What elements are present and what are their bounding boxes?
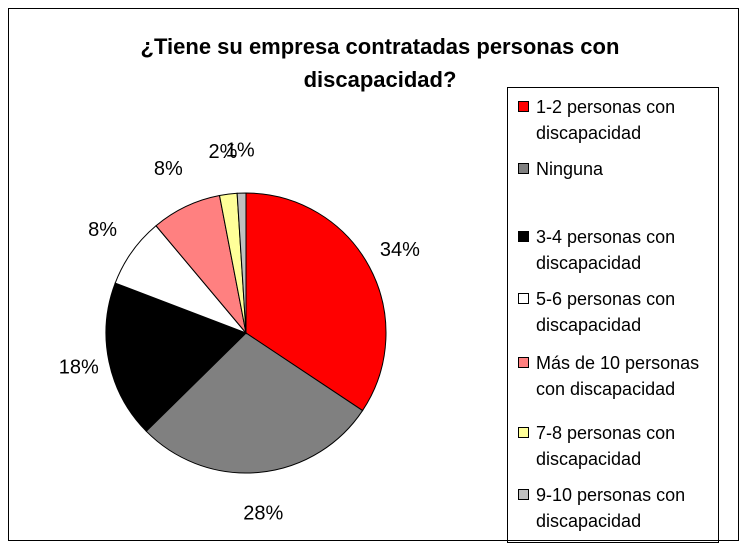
legend-entry: Más de 10 personas con discapacidad <box>518 350 718 402</box>
chart-title: ¿Tiene su empresa contratadas personas c… <box>140 34 620 92</box>
data-label: 34% <box>380 239 420 261</box>
data-label: 1% <box>226 139 255 161</box>
legend-swatch <box>518 427 529 438</box>
legend-swatch <box>518 489 529 500</box>
legend: 1-2 personas con discapacidad Ninguna 3-4 … <box>507 87 719 543</box>
legend-swatch <box>518 163 529 174</box>
legend-entry: 7-8 personas con discapacidad <box>518 420 718 472</box>
legend-entry: 1-2 personas con discapacidad <box>518 94 718 146</box>
legend-entry: Ninguna <box>518 156 718 182</box>
data-label: 28% <box>243 502 283 524</box>
legend-label: 9-10 personas con discapacidad <box>536 485 686 531</box>
legend-label: 1-2 personas con discapacidad <box>536 97 676 143</box>
data-label: 8% <box>88 219 117 241</box>
legend-label: Más de 10 personas con discapacidad <box>536 353 700 399</box>
legend-entry: 9-10 personas con discapacidad <box>518 482 718 534</box>
pie-slice <box>145 332 364 474</box>
legend-swatch <box>518 293 529 304</box>
legend-label: 5-6 personas con discapacidad <box>536 289 676 335</box>
pie-slice <box>236 192 247 334</box>
data-label: 18% <box>59 356 99 378</box>
legend-swatch <box>518 357 529 368</box>
legend-label: 7-8 personas con discapacidad <box>536 423 676 469</box>
legend-swatch <box>518 101 529 112</box>
chart-frame <box>8 8 739 541</box>
legend-label: Ninguna <box>536 159 604 179</box>
legend-entry: 3-4 personas con discapacidad <box>518 224 718 276</box>
legend-entry: 5-6 personas con discapacidad <box>518 286 718 338</box>
data-label: 2% <box>209 141 238 163</box>
data-label: 8% <box>154 158 183 180</box>
legend-label: 3-4 personas con discapacidad <box>536 227 676 273</box>
legend-swatch <box>518 231 529 242</box>
